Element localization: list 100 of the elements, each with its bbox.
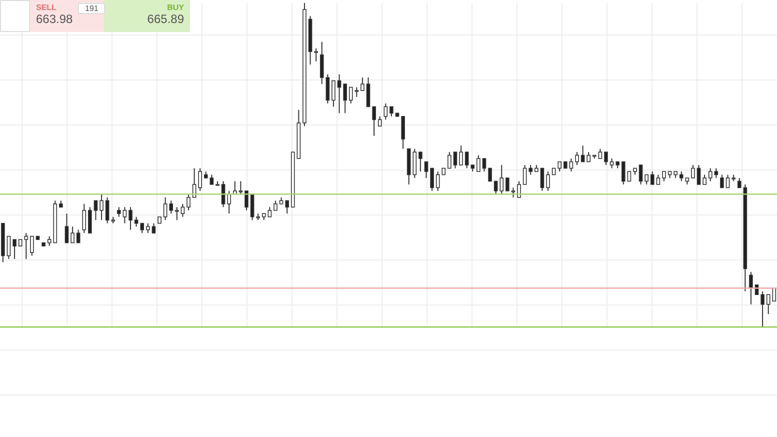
annotation: BUY	[166, 3, 184, 12]
candlestick	[488, 168, 492, 182]
candlestick	[378, 116, 382, 127]
candlestick	[418, 152, 422, 172]
candlestick	[6, 236, 11, 260]
candlestick	[459, 145, 463, 166]
candlestick	[76, 229, 80, 244]
candlestick	[47, 236, 52, 246]
candlestick	[354, 86, 359, 98]
candlestick	[482, 158, 486, 172]
candlestick	[12, 239, 16, 260]
candlestick	[105, 196, 110, 224]
annotation: 665.89	[146, 12, 184, 26]
candlestick	[210, 174, 214, 185]
candlestick	[337, 74, 342, 114]
candlestick	[401, 116, 405, 150]
candlestick	[198, 168, 202, 192]
candlestick	[644, 174, 648, 185]
candlestick	[737, 177, 742, 188]
candlestick	[714, 168, 718, 178]
candlestick	[476, 154, 480, 172]
candlestick	[662, 170, 666, 182]
candlestick	[522, 164, 527, 185]
candlestick	[412, 148, 417, 178]
candlestick	[175, 206, 179, 221]
candlestick	[569, 158, 574, 172]
candlestick	[720, 174, 724, 188]
candlestick	[64, 213, 69, 244]
candlestick	[24, 232, 28, 260]
candlestick	[180, 203, 185, 218]
candlestick	[424, 161, 428, 178]
candlestick	[430, 168, 434, 192]
candlestick	[372, 106, 376, 136]
candlestick	[540, 168, 544, 192]
annotation: SELL	[36, 3, 56, 12]
candlestick	[679, 170, 684, 182]
candlestick	[598, 148, 602, 160]
candlestick	[128, 206, 132, 230]
candlestick	[314, 48, 318, 62]
candlestick	[453, 152, 458, 169]
candlestick	[650, 170, 654, 185]
candlestick	[708, 168, 712, 182]
candlestick	[610, 158, 614, 169]
candlestick	[268, 206, 272, 218]
annotation: 663.98	[36, 12, 74, 26]
candlestick	[464, 152, 469, 169]
candlestick	[117, 206, 121, 218]
candlestick	[366, 77, 370, 108]
candlestick	[575, 152, 579, 166]
candlestick	[285, 200, 289, 214]
candlestick	[760, 290, 764, 327]
candlestick	[82, 203, 86, 234]
candlestick	[227, 190, 231, 214]
candlestick	[546, 170, 550, 192]
candlestick	[390, 106, 394, 117]
candlestick	[726, 174, 730, 188]
candlestick	[691, 164, 695, 178]
candlestick	[500, 164, 504, 195]
candlestick	[216, 180, 220, 186]
candlestick	[621, 161, 626, 185]
candlestick	[749, 271, 753, 305]
candlestick	[152, 222, 156, 234]
candlestick	[638, 164, 643, 185]
candlestick	[122, 206, 127, 224]
candlestick	[134, 216, 138, 228]
candlestick	[436, 170, 440, 192]
candlestick	[627, 171, 632, 182]
buy-panel: BUY 665.89	[104, 0, 190, 32]
candlestick	[696, 164, 701, 185]
candlestick	[656, 174, 660, 185]
candlestick	[140, 222, 144, 234]
candlestick	[186, 194, 190, 211]
candlestick	[384, 102, 388, 120]
candlestick	[332, 80, 336, 108]
candlestick	[604, 152, 608, 166]
candlestick	[506, 178, 510, 192]
candlestick	[30, 236, 34, 256]
candlestick	[326, 74, 330, 104]
candlestick	[360, 77, 364, 91]
candlestick	[348, 86, 353, 104]
candlestick	[70, 226, 74, 244]
candlestick	[100, 194, 104, 221]
candlestick	[580, 145, 585, 162]
candlestick	[528, 164, 533, 176]
candlestick	[343, 84, 347, 114]
candlestick	[511, 187, 516, 198]
candlestick	[169, 200, 174, 214]
candlestick	[163, 196, 168, 221]
candlestick	[274, 200, 278, 211]
candlestick	[94, 200, 98, 221]
candlestick	[494, 180, 498, 195]
annotation: 191	[78, 3, 106, 14]
candlestick	[517, 180, 521, 198]
candlestick	[238, 180, 243, 195]
candlestick	[320, 41, 324, 84]
candlestick	[702, 174, 706, 185]
candlestick	[244, 190, 248, 211]
candlestick	[88, 206, 92, 234]
candlestick	[766, 294, 770, 315]
candlestick	[146, 222, 150, 234]
